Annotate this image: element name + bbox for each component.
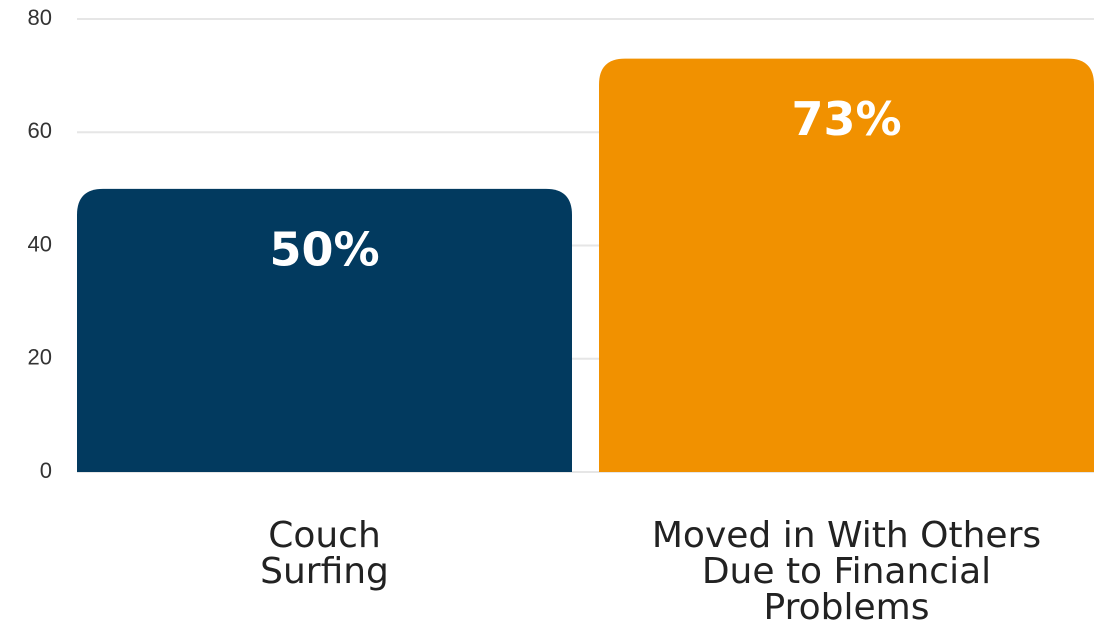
y-tick-label: 20 [28, 345, 52, 370]
bar [77, 188, 572, 472]
value-label: 50% [269, 222, 379, 276]
x-tick-label: Couch [268, 515, 381, 556]
value-label: 73% [791, 92, 901, 146]
y-tick-label: 0 [40, 458, 52, 483]
y-tick-label: 80 [28, 5, 52, 30]
x-tick-label: Surfing [260, 551, 389, 592]
x-tick-label: Due to Financial [702, 551, 991, 592]
y-tick-label: 60 [28, 118, 52, 143]
x-tick-label: Problems [764, 587, 930, 628]
x-tick-label: Moved in With Others [652, 515, 1041, 556]
bar [599, 58, 1094, 472]
y-tick-label: 40 [28, 231, 52, 256]
